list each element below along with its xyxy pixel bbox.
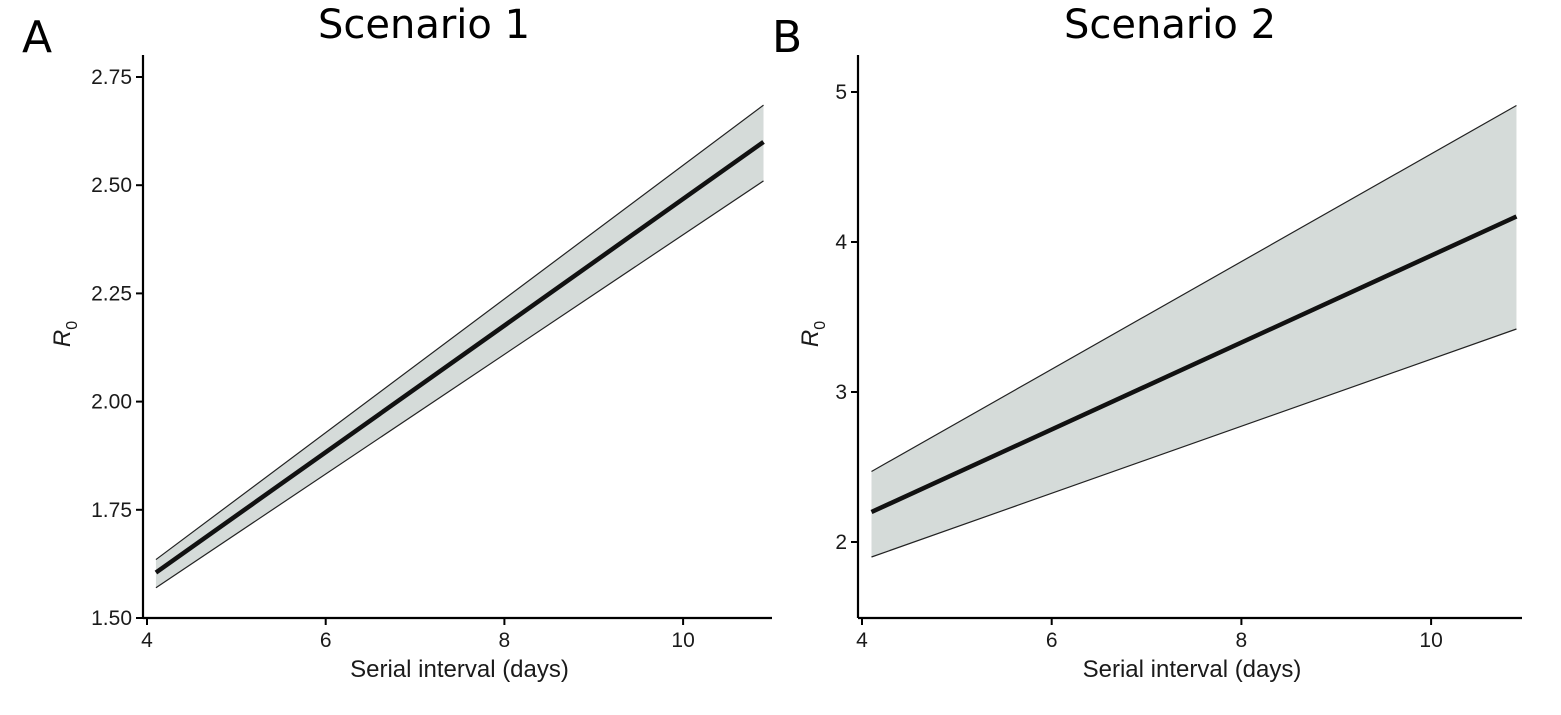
confidence-band	[871, 105, 1517, 557]
x-tick-label: 8	[499, 629, 511, 652]
band-upper-edge	[871, 104, 1517, 473]
panel-letter: B	[772, 12, 802, 63]
chart-panel-b: B Scenario 2 2 3 4 5 4 6 8 10 Serial interval (day…	[772, 2, 1522, 683]
y-axis-title: R0	[49, 321, 81, 347]
y-tick-label: 2.00	[91, 391, 132, 414]
x-tick-label: 10	[671, 629, 694, 652]
y-tick-label: 2.25	[91, 282, 132, 305]
band-upper-edge	[155, 104, 764, 561]
x-axis-title: Serial interval (days)	[350, 656, 569, 683]
series-line	[154, 140, 765, 575]
y-tick-label: 5	[835, 81, 847, 104]
y-tick-label: 2.75	[91, 66, 132, 89]
chart-title: Scenario 1	[318, 2, 530, 48]
y-tick-label: 1.75	[91, 499, 132, 522]
y-tick-label: 1.50	[91, 607, 132, 630]
confidence-band	[155, 105, 764, 588]
x-tick-label: 10	[1419, 629, 1442, 652]
y-axis-title: R0	[797, 321, 829, 347]
x-tick-label: 6	[320, 629, 332, 652]
band-lower-edge	[155, 180, 764, 589]
y-tick-label: 2	[835, 531, 847, 554]
x-axis-title: Serial interval (days)	[1083, 656, 1302, 683]
band-lower-edge	[871, 328, 1517, 558]
x-tick-label: 6	[1046, 629, 1058, 652]
x-tick-label: 8	[1236, 629, 1248, 652]
chart-panel-a: A Scenario 1 1.50 1.75 2.00 2.25 2.50 2.75 4 6 8 10…	[22, 2, 772, 683]
y-tick-label: 4	[835, 231, 847, 254]
x-tick-label: 4	[141, 629, 153, 652]
chart-title: Scenario 2	[1064, 2, 1276, 48]
y-tick-label: 2.50	[91, 174, 132, 197]
x-tick-label: 4	[856, 629, 868, 652]
y-tick-label: 3	[835, 381, 847, 404]
series-line	[870, 214, 1518, 515]
panel-letter: A	[22, 12, 52, 63]
